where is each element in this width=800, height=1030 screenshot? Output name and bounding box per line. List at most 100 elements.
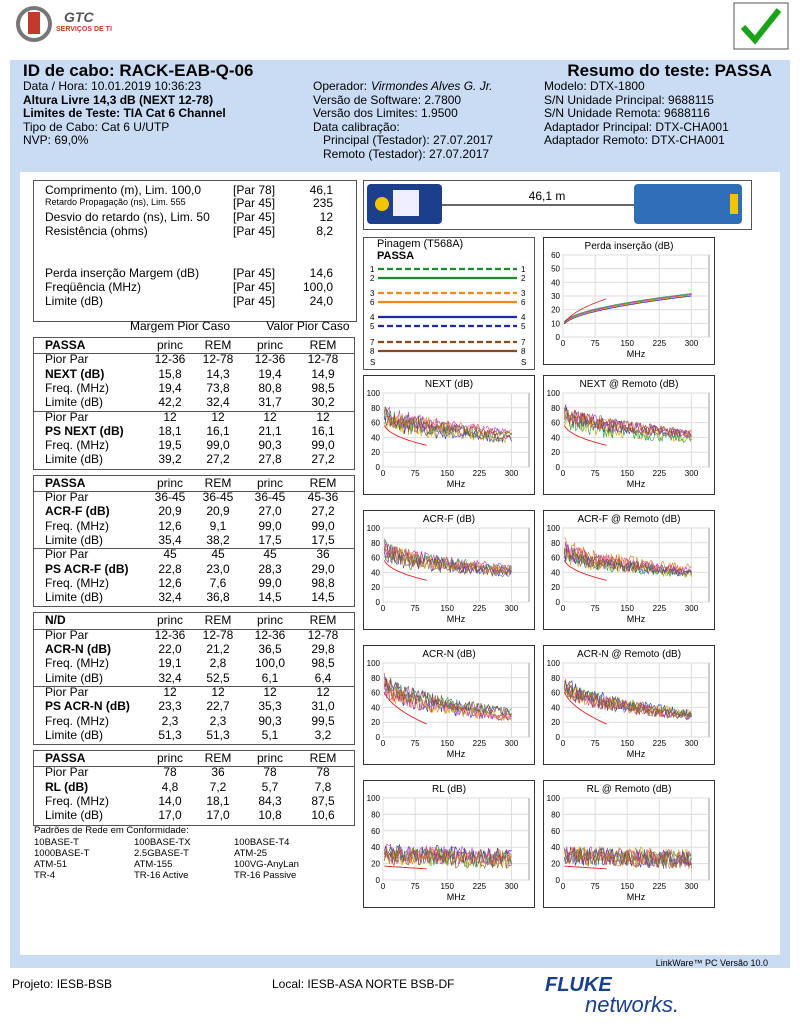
header-info: Altura Livre 14,3 dB (NEXT 12-78): [23, 92, 214, 107]
trace-decoration: [384, 677, 512, 716]
limit-decoration: [563, 425, 607, 446]
header-info: Adaptador Remoto: DTX-CHA001: [544, 133, 725, 147]
row-value: 29,8: [311, 642, 335, 656]
row-value: 38,2: [206, 532, 230, 547]
y-tick-label: 60: [551, 419, 560, 428]
row-value: 2,3: [161, 713, 179, 728]
y-tick-label: 40: [551, 433, 560, 442]
y-tick-label: 60: [551, 251, 560, 260]
row-value: 10,8: [258, 808, 282, 823]
row-value: 39,2: [158, 452, 182, 467]
limit-decoration: [564, 865, 607, 870]
cable-line: [442, 204, 634, 206]
row-label: Limite (dB): [45, 590, 104, 605]
x-tick-label: 0: [381, 469, 386, 478]
row-value: 10,6: [311, 808, 335, 823]
row-value: 15,8: [158, 366, 182, 381]
operator: Virmondes Alves G. Jr.: [371, 79, 493, 93]
location: Local: IESB-ASA NORTE BSB-DF: [272, 977, 455, 991]
row-value: 73,8: [206, 380, 230, 395]
column-header: REM: [204, 751, 232, 766]
chart: ACR-F (dB) 0 20 40 60 80 100 0 75 150 225 300 MHz: [363, 510, 535, 630]
row-label: Freq. (MHz): [45, 438, 109, 453]
y-tick-label: 60: [551, 554, 560, 563]
header-info: Data calibração:: [313, 119, 400, 134]
wiremap-status: PASSA: [377, 250, 415, 262]
pin-label: 3: [521, 289, 526, 298]
y-tick-label: 0: [556, 876, 561, 885]
x-tick-label: 300: [685, 339, 699, 348]
result-section: [33, 750, 355, 826]
header-info: Versão dos Limites: 1.9500: [313, 106, 458, 120]
section-status: PASSA: [45, 751, 86, 766]
row-label: Freq. (MHz): [45, 518, 109, 533]
y-tick-label: 100: [367, 659, 381, 668]
row-value: 14,0: [158, 794, 182, 808]
row-value: 99,0: [206, 438, 230, 453]
limit-decoration: [384, 865, 427, 870]
column-header: REM: [309, 613, 337, 628]
row-value: 14,3: [206, 366, 230, 381]
chart-title: NEXT (dB): [425, 379, 473, 390]
row-label: Limite (dB): [45, 670, 104, 685]
row-value: 7,2: [209, 779, 227, 794]
x-tick-label: 75: [591, 469, 600, 478]
chart-title: Perda inserção (dB): [585, 241, 674, 252]
y-tick-label: 20: [551, 718, 560, 727]
header-info: NVP: 69,0%: [23, 133, 89, 147]
x-axis-label: MHz: [627, 479, 646, 489]
x-tick-label: 0: [381, 604, 386, 613]
row-value: 99,5: [311, 713, 335, 728]
row-value: 45: [211, 547, 225, 562]
row-label: Pior Par: [45, 490, 89, 504]
x-tick-label: 150: [621, 739, 635, 748]
y-tick-label: 80: [551, 404, 560, 413]
y-tick-label: 0: [556, 733, 561, 742]
row-value: 17,0: [206, 808, 230, 823]
x-axis-label: MHz: [627, 749, 646, 759]
pin-label: 3: [370, 289, 375, 298]
x-tick-label: 150: [621, 469, 635, 478]
row-value: 21,2: [206, 642, 230, 656]
trace-decoration: [564, 294, 692, 323]
measure-value: 8,2: [316, 224, 333, 238]
pair: [Par 45]: [233, 196, 276, 210]
row-value: 87,5: [311, 794, 335, 808]
y-tick-label: 40: [371, 568, 380, 577]
column-header: princ: [156, 475, 184, 490]
section-rule: [33, 491, 355, 492]
y-tick-label: 80: [371, 404, 380, 413]
x-tick-label: 0: [561, 882, 566, 891]
x-axis-label: MHz: [447, 614, 466, 624]
y-tick-label: 100: [367, 389, 381, 398]
column-group: Valor Pior Caso: [266, 319, 350, 333]
row-label: ACR-F (dB): [45, 504, 110, 519]
x-tick-label: 0: [381, 882, 386, 891]
chart: NEXT @ Remoto (dB) 0 20 40 60 80 100 0 75 150 225 3…: [543, 375, 715, 495]
x-tick-label: 150: [621, 604, 635, 613]
x-axis-label: MHz: [627, 892, 646, 902]
row-value: 12: [211, 684, 225, 699]
x-tick-label: 225: [473, 469, 487, 478]
standard: ATM-155: [134, 859, 173, 870]
x-tick-label: 225: [653, 604, 667, 613]
row-label: Pior Par: [45, 684, 89, 699]
header-info: S/N Unidade Remota: 9688116: [544, 106, 710, 120]
logo-ring: [16, 6, 52, 42]
software-version: LinkWare™ PC Versão 10.0: [655, 958, 768, 968]
measure-value: 100,0: [302, 280, 333, 294]
trace-decoration: [564, 848, 692, 869]
plot-area: [382, 662, 530, 738]
x-tick-label: 0: [561, 469, 566, 478]
y-tick-label: 80: [371, 539, 380, 548]
wiremap: 1 12 23 36 64 45 57 78 8S S: [370, 265, 526, 367]
y-tick-label: 60: [371, 419, 380, 428]
logo-block: [28, 12, 40, 34]
row-value: 29,0: [311, 561, 335, 576]
test-summary: Resumo do teste: PASSA: [567, 61, 772, 80]
row-label: PS ACR-F (dB): [45, 561, 129, 576]
trace-decoration: [564, 547, 692, 577]
column-header: REM: [204, 475, 232, 490]
y-tick-label: 20: [551, 306, 560, 315]
